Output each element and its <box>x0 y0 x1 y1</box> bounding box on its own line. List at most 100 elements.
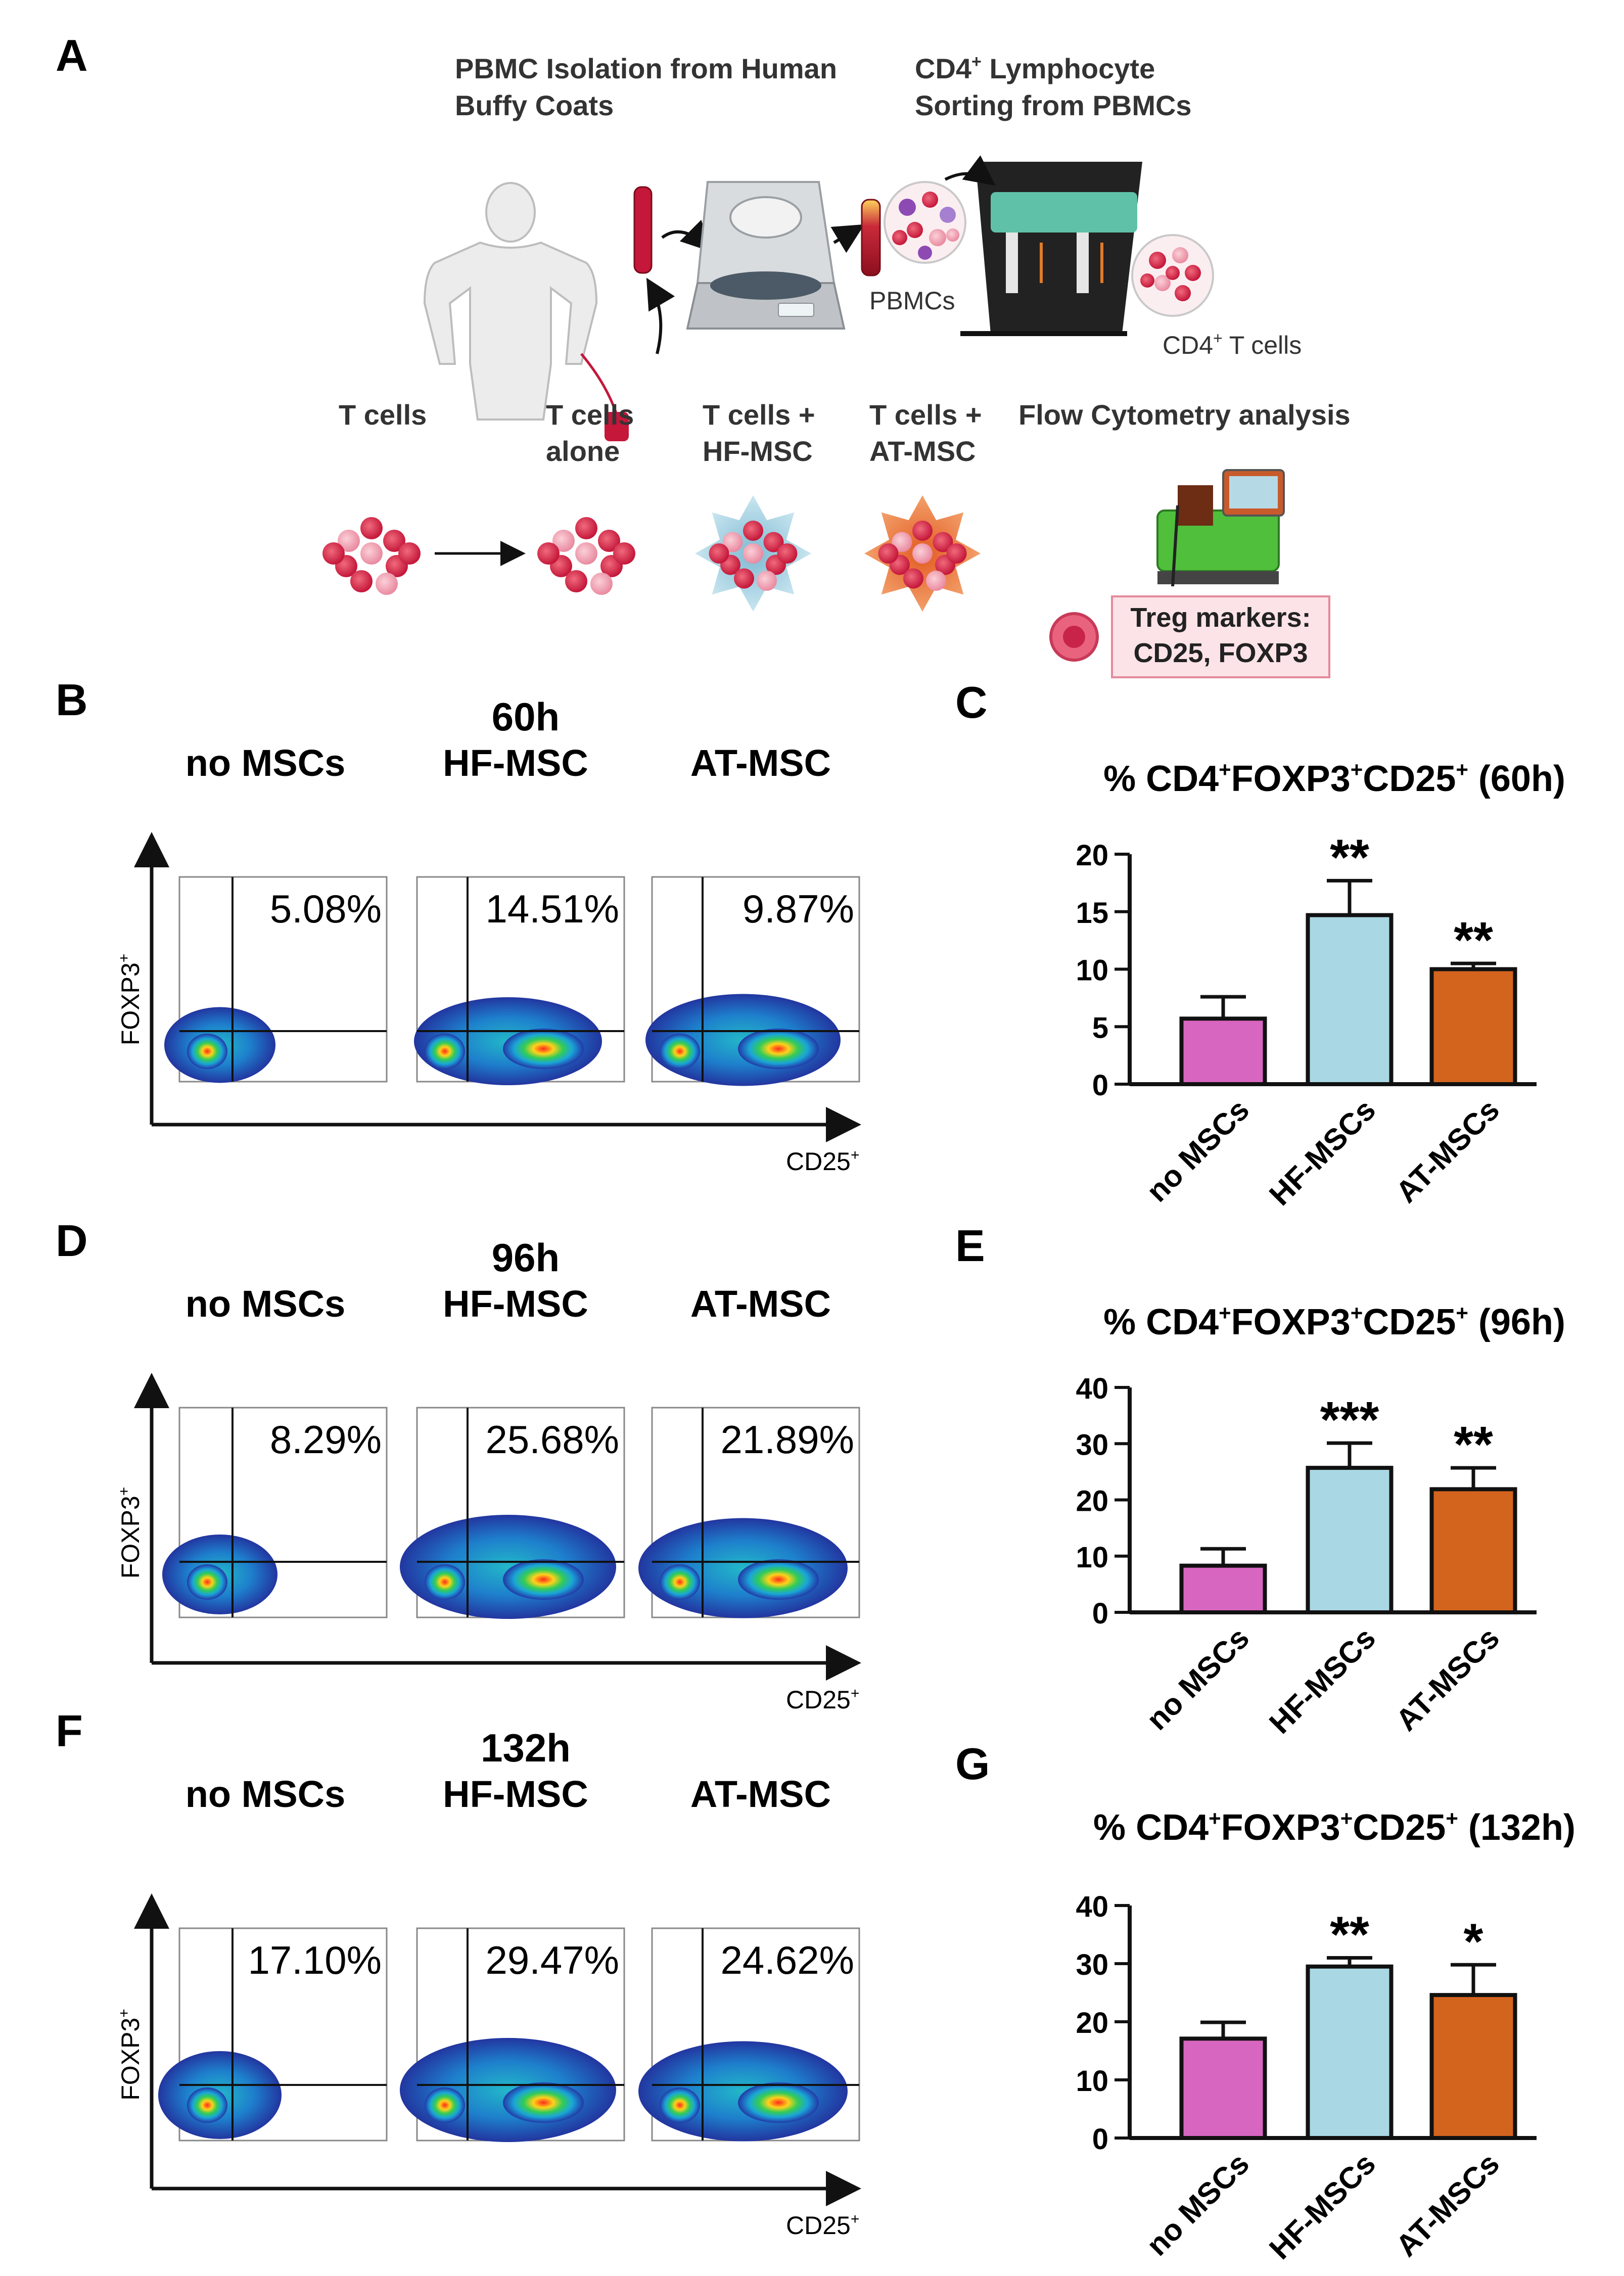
panel-a: A PBMC Isolation from Human Buffy Coats … <box>56 30 1351 678</box>
tcell-icon <box>613 542 635 565</box>
tcell-icon <box>360 517 383 539</box>
blood-line-icon <box>580 353 618 415</box>
x-tick-label: HF-MSCs <box>1263 1093 1382 1212</box>
tcell-icon <box>912 543 933 564</box>
y-axis-label-sup: + <box>116 954 132 963</box>
gate-percent: 24.62% <box>720 1938 854 1982</box>
column-label: no MSCs <box>185 742 346 784</box>
bar <box>1306 1964 1394 2140</box>
title-sup: + <box>1340 1806 1353 1830</box>
title-part: CD25 <box>1363 1302 1456 1342</box>
significance-marker: * <box>1464 1913 1483 1970</box>
cd4-sorting-sup: + <box>971 52 982 71</box>
column-label: HF-MSC <box>443 1283 588 1325</box>
cd4-tcells-cd4: CD4 <box>1163 331 1213 359</box>
x-tick-label: no MSCs <box>1140 1093 1256 1209</box>
bar <box>1306 913 1394 1086</box>
blood-tube-icon <box>633 186 653 274</box>
tcell-icon <box>552 530 575 552</box>
flow-plot: 17.10% <box>158 1927 388 2142</box>
title-sup: + <box>1351 1301 1363 1325</box>
cd4-tcells-text: T cells <box>1223 331 1302 359</box>
flow-cytometer-icon <box>1156 469 1285 587</box>
tcell-icon <box>933 532 953 552</box>
x-tick-label: HF-MSCs <box>1263 1621 1382 1740</box>
density-core <box>187 1034 227 1069</box>
flow-plot: 21.89% <box>638 1407 860 1618</box>
cell-clusters <box>322 495 981 612</box>
gate-percent: 8.29% <box>270 1417 382 1462</box>
x-tick-label: AT-MSCs <box>1389 1621 1506 1737</box>
density-core <box>187 2087 227 2123</box>
y-tick-label: 10 <box>1076 2065 1108 2098</box>
x-axis-label-sup: + <box>851 1147 860 1164</box>
cell-sorter-icon <box>960 162 1142 336</box>
title-part: (96h) <box>1468 1302 1565 1342</box>
density-core <box>503 2082 584 2123</box>
x-axis-label: CD25+ <box>786 1147 859 1176</box>
density-core <box>660 2087 700 2123</box>
title-part: % CD4 <box>1103 1302 1219 1342</box>
tcell-icon <box>565 570 587 592</box>
tcell-icon <box>350 570 373 592</box>
tcell-icon <box>376 573 398 595</box>
significance-marker: ** <box>1454 1416 1493 1473</box>
title-sup: + <box>1351 758 1363 781</box>
cd4-tcells-sup: + <box>1213 329 1223 347</box>
timepoint-title: 96h <box>492 1235 560 1280</box>
density-core <box>187 1564 227 1600</box>
tcell-cluster-alone <box>537 517 635 595</box>
panel-letter-a: A <box>56 30 88 80</box>
x-axis-label-text: CD25 <box>786 1686 851 1714</box>
density-core <box>738 1029 819 1069</box>
x-axis-label-text: CD25 <box>786 1147 851 1176</box>
chart-title: % CD4+FOXP3+CD25+ (132h) <box>1093 1806 1575 1848</box>
flow-plot: 14.51% <box>414 876 625 1085</box>
density-outer <box>400 1515 616 1619</box>
bar <box>1429 1487 1517 1615</box>
chart-title: % CD4+FOXP3+CD25+ (96h) <box>1103 1301 1565 1342</box>
tcell-icon <box>743 543 763 564</box>
y-axis-label: FOXP3+ <box>116 954 145 1045</box>
bar <box>1179 1016 1267 1086</box>
y-tick-label: 40 <box>1076 1890 1108 1923</box>
tcell-icon <box>734 568 754 589</box>
x-axis-label: CD25+ <box>786 2211 859 2240</box>
y-tick-label: 5 <box>1092 1011 1108 1044</box>
x-tick-label: HF-MSCs <box>1263 2147 1382 2266</box>
x-tick-label: AT-MSCs <box>1389 1093 1506 1209</box>
centrifuge-icon <box>686 181 846 330</box>
bar <box>1179 1563 1267 1615</box>
flow-plot: 5.08% <box>164 876 388 1083</box>
x-axis-label: CD25+ <box>786 1685 859 1714</box>
density-core <box>425 1564 465 1600</box>
pbmc-isolation-title-line2: Buffy Coats <box>455 89 614 121</box>
y-axis-label-text: FOXP3 <box>116 962 145 1045</box>
y-tick-label: 15 <box>1076 897 1108 930</box>
title-sup: + <box>1209 1806 1221 1830</box>
density-core <box>660 1564 700 1600</box>
panel-letter: D <box>56 1216 88 1266</box>
y-tick-label: 40 <box>1076 1372 1108 1405</box>
cd4-sorting-title-line2: Sorting from PBMCs <box>915 89 1192 121</box>
timepoint-title: 60h <box>492 694 560 739</box>
flow-plot: 25.68% <box>400 1407 625 1619</box>
pbmc-dish-icon <box>884 181 966 264</box>
pbmcs-label: PBMCs <box>869 287 955 315</box>
column-label: HF-MSC <box>443 1773 588 1815</box>
tcell-icon <box>757 571 777 591</box>
flow-plot: 29.47% <box>400 1927 625 2142</box>
title-part: % CD4 <box>1103 759 1219 799</box>
panel-letter: C <box>955 677 988 727</box>
column-label: AT-MSC <box>690 1773 831 1815</box>
y-tick-label: 30 <box>1076 1428 1108 1461</box>
gate-percent: 5.08% <box>270 887 382 931</box>
treg-markers-line1: Treg markers: <box>1130 602 1311 633</box>
density-core <box>738 1559 819 1600</box>
tcell-icon <box>912 521 933 541</box>
gate-percent: 14.51% <box>485 887 619 931</box>
density-core <box>503 1029 584 1069</box>
